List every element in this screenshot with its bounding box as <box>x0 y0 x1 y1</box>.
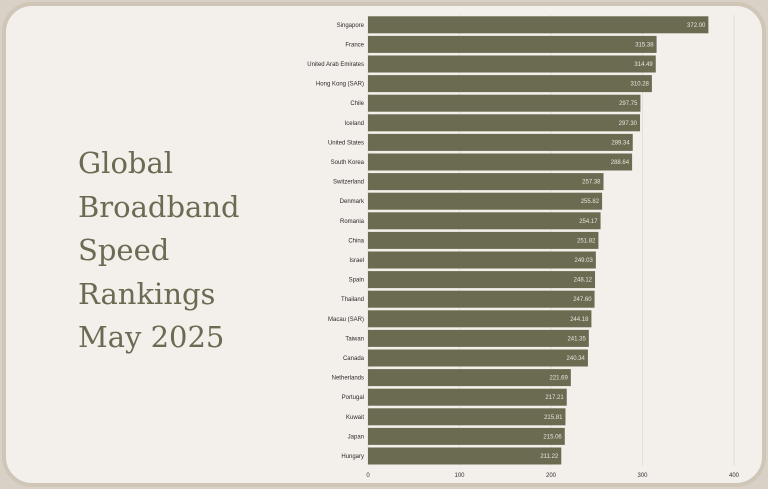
value-label: 247.60 <box>573 297 592 303</box>
category-label: Singapore <box>337 23 365 29</box>
category-label: South Korea <box>331 160 365 166</box>
category-label: Portugal <box>342 395 364 401</box>
bar <box>368 55 656 73</box>
x-tick-label: 0 <box>366 473 370 479</box>
bar <box>368 16 709 34</box>
category-label: Romania <box>340 219 365 225</box>
value-label: 310.28 <box>631 82 650 88</box>
bar <box>368 114 641 132</box>
category-label: Macau (SAR) <box>328 317 364 323</box>
category-label: Netherlands <box>332 376 364 382</box>
bar <box>368 153 633 171</box>
category-label: Chile <box>350 101 364 107</box>
bar <box>368 271 596 289</box>
category-label: Japan <box>348 434 364 440</box>
category-label: Thailand <box>341 297 364 303</box>
category-label: Denmark <box>340 199 365 205</box>
title-line-2: Broadband <box>78 189 240 224</box>
bar <box>368 251 596 269</box>
value-label: 372.00 <box>687 23 706 29</box>
value-label: 240.34 <box>567 356 586 362</box>
bar <box>368 310 592 328</box>
title-line-1: Global <box>78 146 174 180</box>
category-label: France <box>345 42 364 48</box>
title-line-5: May 2025 <box>78 320 225 354</box>
value-label: 241.35 <box>567 336 586 342</box>
category-label: Israel <box>349 258 364 264</box>
value-label: 297.75 <box>619 101 638 107</box>
bar <box>368 133 633 151</box>
value-label: 255.82 <box>581 199 600 205</box>
bar <box>368 212 601 230</box>
bar <box>368 388 567 406</box>
category-label: Kuwait <box>346 415 364 421</box>
bar <box>368 447 562 465</box>
value-label: 249.03 <box>575 258 594 264</box>
value-label: 221.69 <box>549 376 568 382</box>
chart-title: Global Broadband Speed Rankings May 2025 <box>78 142 318 360</box>
category-label: Canada <box>343 356 365 362</box>
value-label: 215.06 <box>543 434 562 440</box>
category-label: Taiwan <box>345 336 364 342</box>
bar <box>368 408 566 426</box>
value-label: 215.81 <box>544 415 563 421</box>
category-label: China <box>348 238 364 244</box>
bar <box>368 35 657 53</box>
value-label: 297.30 <box>619 121 638 127</box>
title-line-4: Rankings <box>78 276 216 311</box>
bar <box>368 369 571 387</box>
bar <box>368 329 589 347</box>
value-label: 289.34 <box>611 140 630 146</box>
category-label: Spain <box>349 278 364 284</box>
value-label: 244.18 <box>570 317 589 323</box>
bar <box>368 75 652 93</box>
category-label: Hong Kong (SAR) <box>316 82 364 88</box>
x-tick-label: 200 <box>546 473 557 479</box>
category-label: United Arab Emirates <box>307 62 364 68</box>
category-label: Hungary <box>341 454 364 460</box>
value-label: 254.17 <box>579 219 598 225</box>
value-label: 251.82 <box>577 238 596 244</box>
category-label: Iceland <box>345 121 364 127</box>
bar <box>368 231 599 249</box>
x-tick-label: 300 <box>637 473 648 479</box>
category-label: United States <box>328 140 364 146</box>
bar <box>368 427 565 445</box>
category-label: Switzerland <box>333 180 364 186</box>
x-tick-label: 100 <box>454 473 465 479</box>
value-label: 288.64 <box>611 160 630 166</box>
bar <box>368 94 641 112</box>
title-line-3: Speed <box>78 233 170 267</box>
bar <box>368 349 588 367</box>
x-tick-label: 400 <box>729 473 740 479</box>
value-label: 211.22 <box>540 454 559 460</box>
value-label: 217.21 <box>545 395 564 401</box>
value-label: 248.12 <box>574 278 593 284</box>
value-label: 257.38 <box>582 180 601 186</box>
value-label: 315.38 <box>635 42 654 48</box>
bar <box>368 192 603 210</box>
value-label: 314.49 <box>634 62 653 68</box>
bar <box>368 290 595 308</box>
bar <box>368 173 604 191</box>
